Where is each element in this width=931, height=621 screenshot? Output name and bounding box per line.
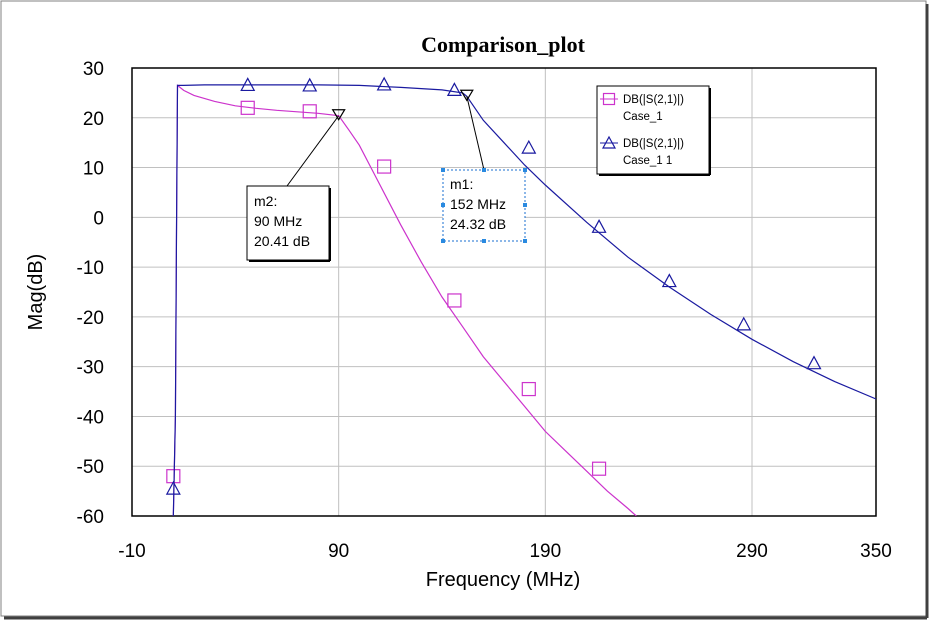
marker-m1-leader <box>466 96 485 171</box>
x-tick-label: -10 <box>118 541 145 562</box>
selection-handle[interactable] <box>523 239 527 243</box>
marker-m1-annotation[interactable]: m1: 152 MHz 24.32 dB <box>441 96 527 243</box>
x-tick-label: 350 <box>860 541 892 562</box>
square-data-marker <box>591 461 607 476</box>
plot-area-border <box>131 67 877 517</box>
series-line-1 <box>172 84 637 516</box>
marker-m1-label: m1: <box>450 176 473 192</box>
selection-handle[interactable] <box>441 239 445 243</box>
square-data-marker <box>447 293 462 308</box>
triangle-data-marker <box>806 355 822 370</box>
y-tick-label: -30 <box>77 358 104 379</box>
triangle-data-marker <box>165 480 181 495</box>
triangle-data-marker <box>591 219 607 233</box>
y-tick-label: 0 <box>93 208 104 229</box>
marker-m1-box <box>442 169 526 242</box>
marker-m1-freq: 152 MHz <box>450 196 506 212</box>
marker-m2-label: m2: <box>254 193 277 209</box>
legend[interactable]: DB(|S(2,1)|) Case_1 DB(|S(2,1)|) Case_1 … <box>596 85 711 176</box>
x-axis-label: Frequency (MHz) <box>426 569 580 591</box>
chart-title: Comparison_plot <box>421 32 585 57</box>
triangle-data-marker <box>661 273 677 288</box>
y-tick-label: 30 <box>83 59 104 80</box>
square-data-marker <box>521 381 536 397</box>
series-line-2 <box>172 84 876 516</box>
marker-m2-freq: 90 MHz <box>254 213 302 229</box>
x-axis-ticks: -10 90 190 290 350 <box>118 541 892 562</box>
y-axis-ticks: 30 20 10 0 -10 -20 -30 -40 -50 -60 <box>77 59 104 528</box>
legend-square-marker-icon <box>602 92 616 106</box>
selection-handle[interactable] <box>482 239 486 243</box>
triangle-data-marker <box>521 139 537 154</box>
marker-m1-selection-handles[interactable] <box>441 168 527 243</box>
legend-series-1-name: DB(|S(2,1)|) <box>623 94 684 106</box>
x-tick-label: 90 <box>328 541 349 562</box>
selection-handle[interactable] <box>441 203 445 207</box>
marker-m2-leader <box>286 115 340 187</box>
y-axis-label: Mag(dB) <box>25 254 47 331</box>
square-data-marker <box>302 104 317 119</box>
selection-handle[interactable] <box>523 168 527 172</box>
square-data-marker <box>240 100 255 115</box>
triangle-data-marker <box>446 82 462 97</box>
y-tick-label: 10 <box>83 159 104 180</box>
y-tick-label: -20 <box>77 308 104 329</box>
legend-box <box>596 85 710 175</box>
legend-series-2-case: Case_1 1 <box>623 155 672 167</box>
triangle-data-marker <box>240 77 256 92</box>
triangle-data-marker <box>376 76 392 91</box>
x-tick-label: 190 <box>529 541 561 562</box>
x-tick-label: 290 <box>736 541 768 562</box>
marker-m1-point[interactable] <box>459 89 474 102</box>
triangle-data-marker <box>736 316 752 331</box>
legend-triangle-marker-icon <box>601 135 617 149</box>
y-tick-label: -50 <box>77 457 104 478</box>
series-group <box>165 76 876 516</box>
y-tick-label: -40 <box>77 407 104 428</box>
triangle-data-marker <box>302 77 318 92</box>
selection-handle[interactable] <box>482 168 486 172</box>
legend-series-1-case: Case_1 <box>623 111 663 123</box>
selection-handle[interactable] <box>523 203 527 207</box>
marker-m1-value: 24.32 dB <box>450 216 506 232</box>
square-data-marker <box>377 159 392 174</box>
legend-series-2-name: DB(|S(2,1)|) <box>623 138 684 150</box>
marker-m2-value: 20.41 dB <box>254 233 310 249</box>
y-tick-label: 20 <box>83 109 104 130</box>
selection-handle[interactable] <box>441 168 445 172</box>
marker-m2-box <box>246 185 330 261</box>
marker-m2-annotation[interactable]: m2: 90 MHz 20.41 dB <box>246 115 340 262</box>
y-tick-label: -10 <box>77 258 104 279</box>
marker-m2-point[interactable] <box>331 109 346 121</box>
y-tick-label: -60 <box>77 507 104 528</box>
